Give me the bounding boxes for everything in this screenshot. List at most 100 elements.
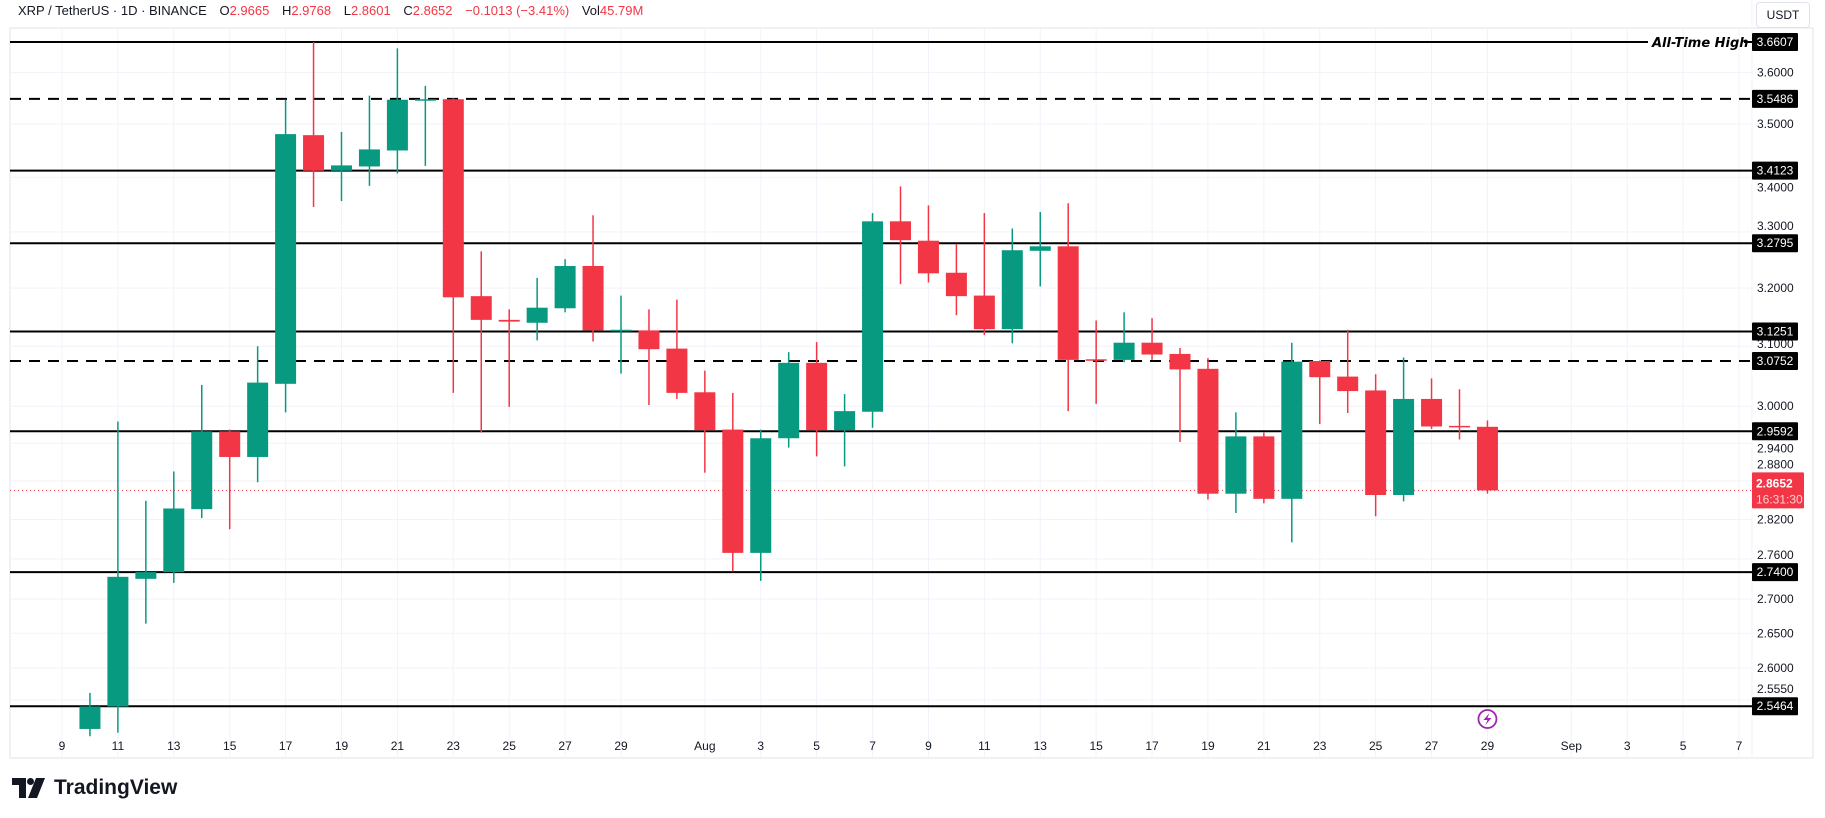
x-tick-label: 19	[335, 739, 349, 753]
x-tick-label: 7	[1736, 739, 1743, 753]
x-tick-label: 3	[757, 739, 764, 753]
y-tick-label: 3.3000	[1757, 219, 1794, 233]
currency-button[interactable]: USDT	[1756, 2, 1810, 28]
tradingview-logo-icon	[12, 778, 45, 798]
candle-up	[331, 165, 352, 171]
candle-down	[890, 221, 911, 241]
y-tick-label: 3.4000	[1757, 181, 1794, 195]
open-label: O	[219, 3, 230, 18]
candle-up	[191, 431, 213, 510]
y-tick-label: 3.2000	[1757, 281, 1794, 295]
candle-up	[1393, 398, 1415, 495]
x-tick-label: 3	[1624, 739, 1631, 753]
x-tick-label: Aug	[694, 739, 715, 753]
symbol-legend: XRP / TetherUS · 1D · BINANCE O2.9665 H2…	[18, 3, 643, 18]
x-tick-label: 25	[1369, 739, 1383, 753]
candle-up	[247, 382, 269, 457]
level-price-badge	[1752, 161, 1798, 180]
level-price-badge	[1752, 422, 1798, 441]
x-tick-label: 17	[279, 739, 293, 753]
x-tick-label: 29	[614, 739, 628, 753]
candle-down	[1365, 390, 1387, 495]
candle-up	[386, 99, 408, 151]
level-price-label: 2.7400	[1757, 565, 1794, 579]
symbol-info[interactable]: XRP / TetherUS · 1D · BINANCE	[18, 3, 207, 18]
x-tick-label: 19	[1201, 739, 1215, 753]
volume-label: Vol	[581, 3, 600, 18]
level-price-badge	[1752, 234, 1798, 253]
close-value: 2.8652	[412, 3, 453, 18]
candle-down	[1449, 425, 1470, 428]
candle-down	[666, 348, 688, 393]
x-tick-label: 13	[1034, 739, 1048, 753]
candle-down	[694, 392, 716, 431]
open-value: 2.9665	[229, 3, 270, 18]
level-price-label: 3.0752	[1757, 354, 1794, 368]
candle-down	[1141, 342, 1163, 355]
level-annotation: All-Time High	[1651, 36, 1749, 51]
x-tick-label: 9	[59, 739, 66, 753]
candle-up	[1113, 342, 1135, 360]
y-tick-label: 2.6500	[1757, 626, 1794, 640]
x-tick-label: 15	[223, 739, 237, 753]
candle-down	[470, 296, 492, 320]
candle-up	[778, 362, 800, 439]
candle-down	[1085, 359, 1107, 361]
high-value: 2.9768	[291, 3, 332, 18]
candle-up	[1225, 436, 1247, 494]
x-tick-label: 23	[447, 739, 461, 753]
lightning-icon[interactable]	[1477, 709, 1498, 729]
x-tick-label: 17	[1145, 739, 1159, 753]
level-price-label: 3.2795	[1757, 236, 1794, 250]
x-tick-label: 7	[869, 739, 876, 753]
y-tick-label: 2.9400	[1757, 441, 1794, 455]
candle-down	[638, 330, 660, 350]
level-price-label: 3.1251	[1757, 324, 1794, 338]
candle-up	[79, 706, 101, 729]
candle-up	[135, 572, 157, 579]
change-value: −0.1013 (−3.41%)	[465, 3, 570, 18]
level-price-label: 2.5464	[1757, 699, 1794, 713]
candle-up	[750, 438, 772, 553]
y-tick-label: 3.5000	[1757, 117, 1794, 131]
last-price-value: 2.8652	[1756, 476, 1793, 490]
volume-value: 45.79M	[599, 3, 644, 18]
candle-up	[414, 99, 436, 101]
x-tick-label: 9	[925, 739, 932, 753]
x-tick-label: 23	[1313, 739, 1327, 753]
candle-up	[862, 221, 884, 412]
x-tick-label: 25	[503, 739, 517, 753]
level-price-label: 3.4123	[1757, 164, 1794, 178]
candle-down	[219, 431, 241, 457]
x-tick-label: 13	[167, 739, 181, 753]
x-tick-label: 11	[978, 739, 991, 753]
candle-down	[303, 135, 325, 171]
level-price-label: 3.6607	[1757, 35, 1794, 49]
tradingview-logo[interactable]: TradingView	[12, 776, 177, 800]
candle-up	[275, 134, 297, 384]
x-tick-label: 27	[558, 739, 572, 753]
level-price-badge	[1752, 563, 1798, 582]
y-tick-label: 2.6000	[1757, 661, 1794, 675]
candle-down	[1253, 436, 1275, 499]
high-label: H	[281, 3, 292, 18]
candle-down	[442, 99, 464, 298]
x-tick-label: 21	[391, 739, 405, 753]
x-tick-label: 29	[1481, 739, 1495, 753]
y-tick-label: 3.6000	[1757, 66, 1794, 80]
low-value: 2.8601	[350, 3, 391, 18]
x-tick-label: Sep	[1561, 739, 1583, 753]
last-price-badge	[1752, 472, 1804, 509]
candle-down	[1421, 398, 1443, 427]
x-tick-label: 11	[112, 739, 125, 753]
x-tick-label: 27	[1425, 739, 1439, 753]
candle-down	[973, 295, 995, 330]
candle-up	[610, 329, 632, 332]
low-label: L	[343, 3, 351, 18]
level-price-badge	[1752, 89, 1798, 108]
candle-down	[498, 319, 520, 322]
y-tick-label: 2.7000	[1757, 592, 1794, 606]
close-label: C	[403, 3, 413, 18]
x-tick-label: 15	[1089, 739, 1103, 753]
